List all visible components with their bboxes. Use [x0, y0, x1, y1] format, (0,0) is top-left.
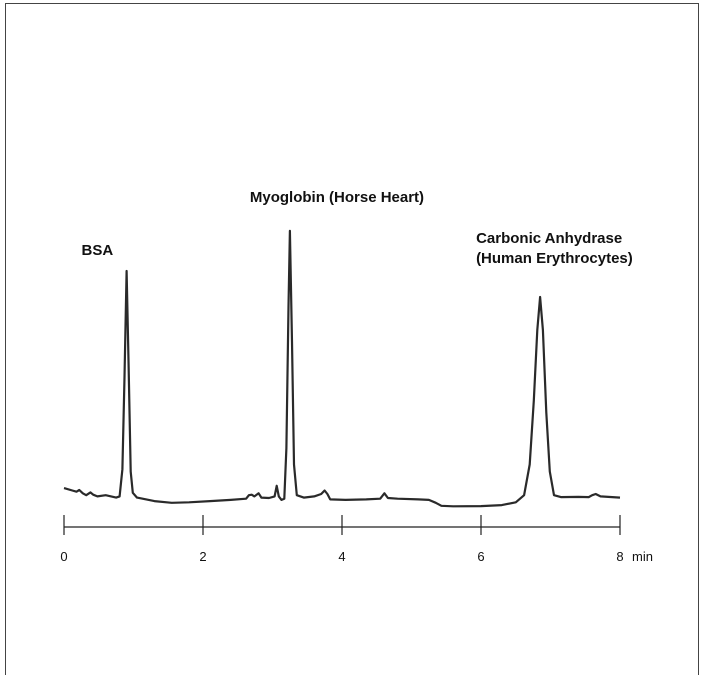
x-axis-unit-label: min [632, 549, 653, 564]
peak-label: (Human Erythrocytes) [476, 250, 633, 267]
x-axis: 0 2 4 6 8 min [60, 515, 653, 564]
x-tick-label: 6 [477, 549, 484, 564]
x-tick-label: 4 [338, 549, 345, 564]
peak-labels: BSA Myoglobin (Horse Heart) Carbonic Anhyd… [82, 189, 633, 267]
chromatogram-trace [63, 229, 621, 508]
x-tick-label: 0 [60, 549, 67, 564]
peak-label: Carbonic Anhydrase [476, 230, 622, 247]
chart-frame [5, 3, 699, 675]
peak-label: Myoglobin (Horse Heart) [250, 189, 424, 206]
x-ticks: 0 2 4 6 8 [60, 515, 624, 564]
x-tick-label: 2 [199, 549, 206, 564]
x-tick-label: 8 [616, 549, 623, 564]
peak-label: BSA [82, 242, 114, 259]
